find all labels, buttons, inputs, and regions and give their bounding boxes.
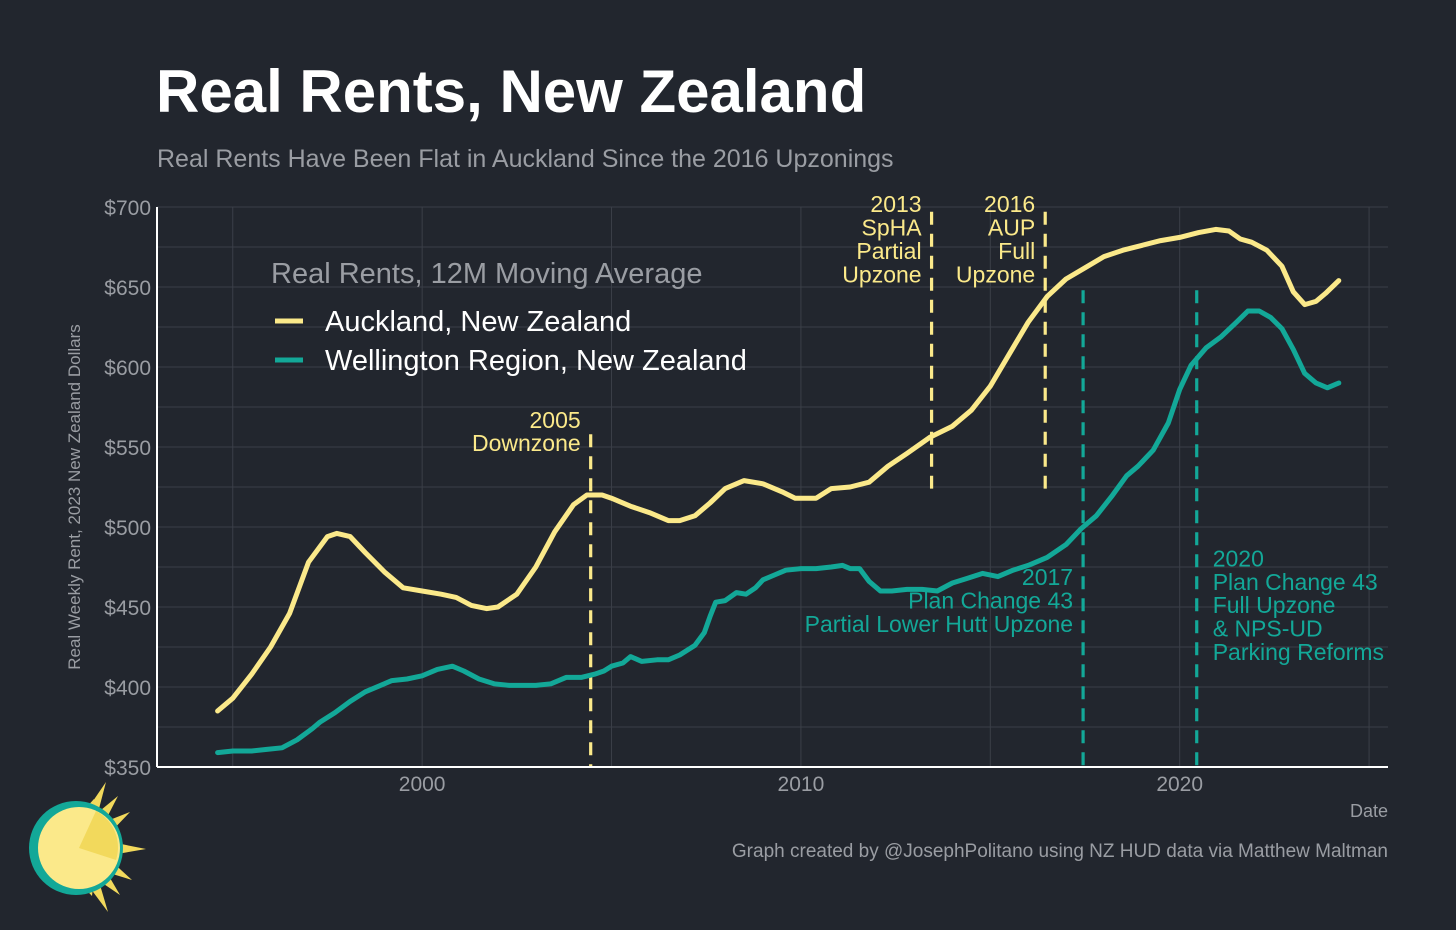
- annotation-label: Parking Reforms: [1213, 639, 1384, 665]
- annotation-label: Downzone: [472, 430, 581, 456]
- y-tick-label: $350: [104, 757, 151, 780]
- x-tick-label: 2010: [778, 773, 825, 796]
- annotation-label: SpHA: [861, 215, 922, 241]
- annotation-label: 2016: [984, 191, 1035, 217]
- annotation-label: Partial: [856, 238, 921, 264]
- annotation-label: Partial Lower Hutt Upzone: [805, 611, 1073, 637]
- series-line: [215, 308, 1342, 756]
- annotation-label: Full: [998, 238, 1035, 264]
- y-axis-label: Real Weekly Rent, 2023 New Zealand Dolla…: [65, 324, 84, 670]
- legend-label: Auckland, New Zealand: [325, 306, 631, 338]
- series-layer: [215, 226, 1342, 756]
- annotation-label: Full Upzone: [1213, 592, 1336, 618]
- annotation-labels: 2005Downzone2013SpHAPartialUpzone2016AUP…: [472, 191, 1384, 665]
- y-tick-label: $550: [104, 437, 151, 460]
- y-tick-label: $450: [104, 597, 151, 620]
- y-tick-label: $600: [104, 357, 151, 380]
- legend: Real Rents, 12M Moving Average Auckland, …: [271, 258, 747, 377]
- y-tick-label: $500: [104, 517, 151, 540]
- sun-shade: [79, 811, 119, 860]
- annotation-label: AUP: [988, 215, 1035, 241]
- annotation-label: Plan Change 43: [1213, 569, 1378, 595]
- axis-layer: $350 $400 $450 $500 $550 $600 $650 $700 2000 2010…: [65, 197, 1388, 821]
- legend-title: Real Rents, 12M Moving Average: [271, 258, 702, 290]
- legend-label: Wellington Region, New Zealand: [325, 345, 747, 377]
- x-tick-label: 2000: [399, 773, 446, 796]
- annotation-label: 2005: [530, 407, 581, 433]
- annotation-label: 2013: [870, 191, 921, 217]
- annotation-label: 2017: [1022, 564, 1073, 590]
- y-tick-label: $700: [104, 197, 151, 220]
- annotation-label: Upzone: [842, 262, 921, 288]
- chart-subtitle: Real Rents Have Been Flat in Auckland Si…: [157, 145, 894, 173]
- annotation-label: Upzone: [956, 262, 1035, 288]
- annotation-label: Plan Change 43: [908, 587, 1073, 613]
- series-line: [215, 226, 1342, 714]
- sun-icon: [29, 782, 146, 912]
- y-tick-label: $400: [104, 677, 151, 700]
- y-tick-label: $650: [104, 277, 151, 300]
- source-credit: Graph created by @JosephPolitano using N…: [731, 841, 1388, 862]
- x-tick-label: 2020: [1156, 773, 1203, 796]
- annotation-label: & NPS-UD: [1213, 616, 1323, 642]
- annotation-lines: [589, 211, 1199, 767]
- chart-title: Real Rents, New Zealand: [156, 58, 867, 125]
- annotation-label: 2020: [1213, 546, 1264, 572]
- x-axis-label: Date: [1350, 801, 1388, 821]
